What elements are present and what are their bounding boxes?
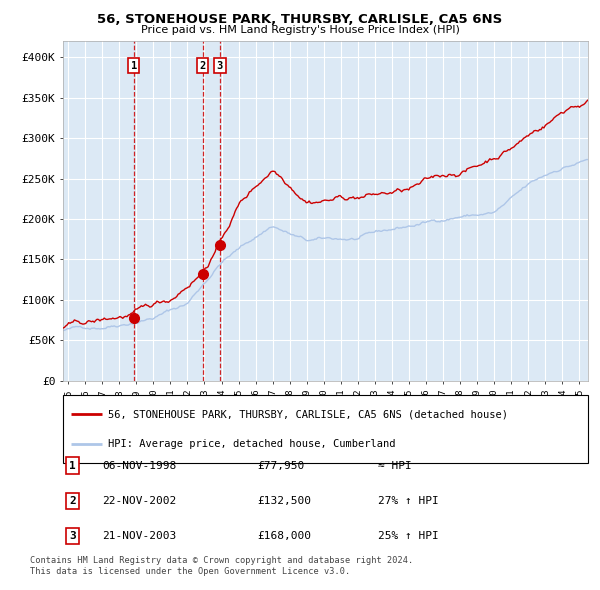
Text: 3: 3 [69,532,76,541]
Text: £132,500: £132,500 [257,496,311,506]
Text: 21-NOV-2003: 21-NOV-2003 [103,532,176,541]
Text: 27% ↑ HPI: 27% ↑ HPI [378,496,439,506]
Text: Contains HM Land Registry data © Crown copyright and database right 2024.
This d: Contains HM Land Registry data © Crown c… [30,556,413,576]
Text: 1: 1 [131,61,137,71]
Text: 3: 3 [217,61,223,71]
Text: ≈ HPI: ≈ HPI [378,461,412,470]
Text: 2: 2 [69,496,76,506]
Text: 56, STONEHOUSE PARK, THURSBY, CARLISLE, CA5 6NS (detached house): 56, STONEHOUSE PARK, THURSBY, CARLISLE, … [107,409,508,419]
Text: 22-NOV-2002: 22-NOV-2002 [103,496,176,506]
Text: Price paid vs. HM Land Registry's House Price Index (HPI): Price paid vs. HM Land Registry's House … [140,25,460,35]
Text: 06-NOV-1998: 06-NOV-1998 [103,461,176,470]
Text: 1: 1 [69,461,76,470]
Text: £77,950: £77,950 [257,461,305,470]
Text: 25% ↑ HPI: 25% ↑ HPI [378,532,439,541]
Text: 56, STONEHOUSE PARK, THURSBY, CARLISLE, CA5 6NS: 56, STONEHOUSE PARK, THURSBY, CARLISLE, … [97,13,503,26]
Text: £168,000: £168,000 [257,532,311,541]
Text: HPI: Average price, detached house, Cumberland: HPI: Average price, detached house, Cumb… [107,439,395,449]
FancyBboxPatch shape [63,395,588,463]
Text: 2: 2 [199,61,206,71]
